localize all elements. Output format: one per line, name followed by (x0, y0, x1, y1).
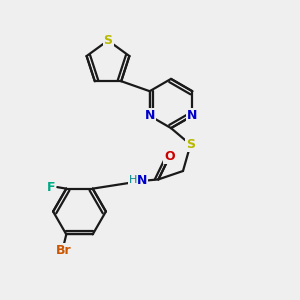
Text: F: F (46, 181, 55, 194)
Text: N: N (137, 174, 147, 188)
Text: Br: Br (56, 244, 72, 257)
Text: O: O (164, 149, 175, 163)
Text: H: H (128, 175, 137, 185)
Text: S: S (103, 34, 112, 47)
Text: S: S (186, 138, 195, 151)
Text: N: N (145, 109, 155, 122)
Text: N: N (187, 109, 197, 122)
